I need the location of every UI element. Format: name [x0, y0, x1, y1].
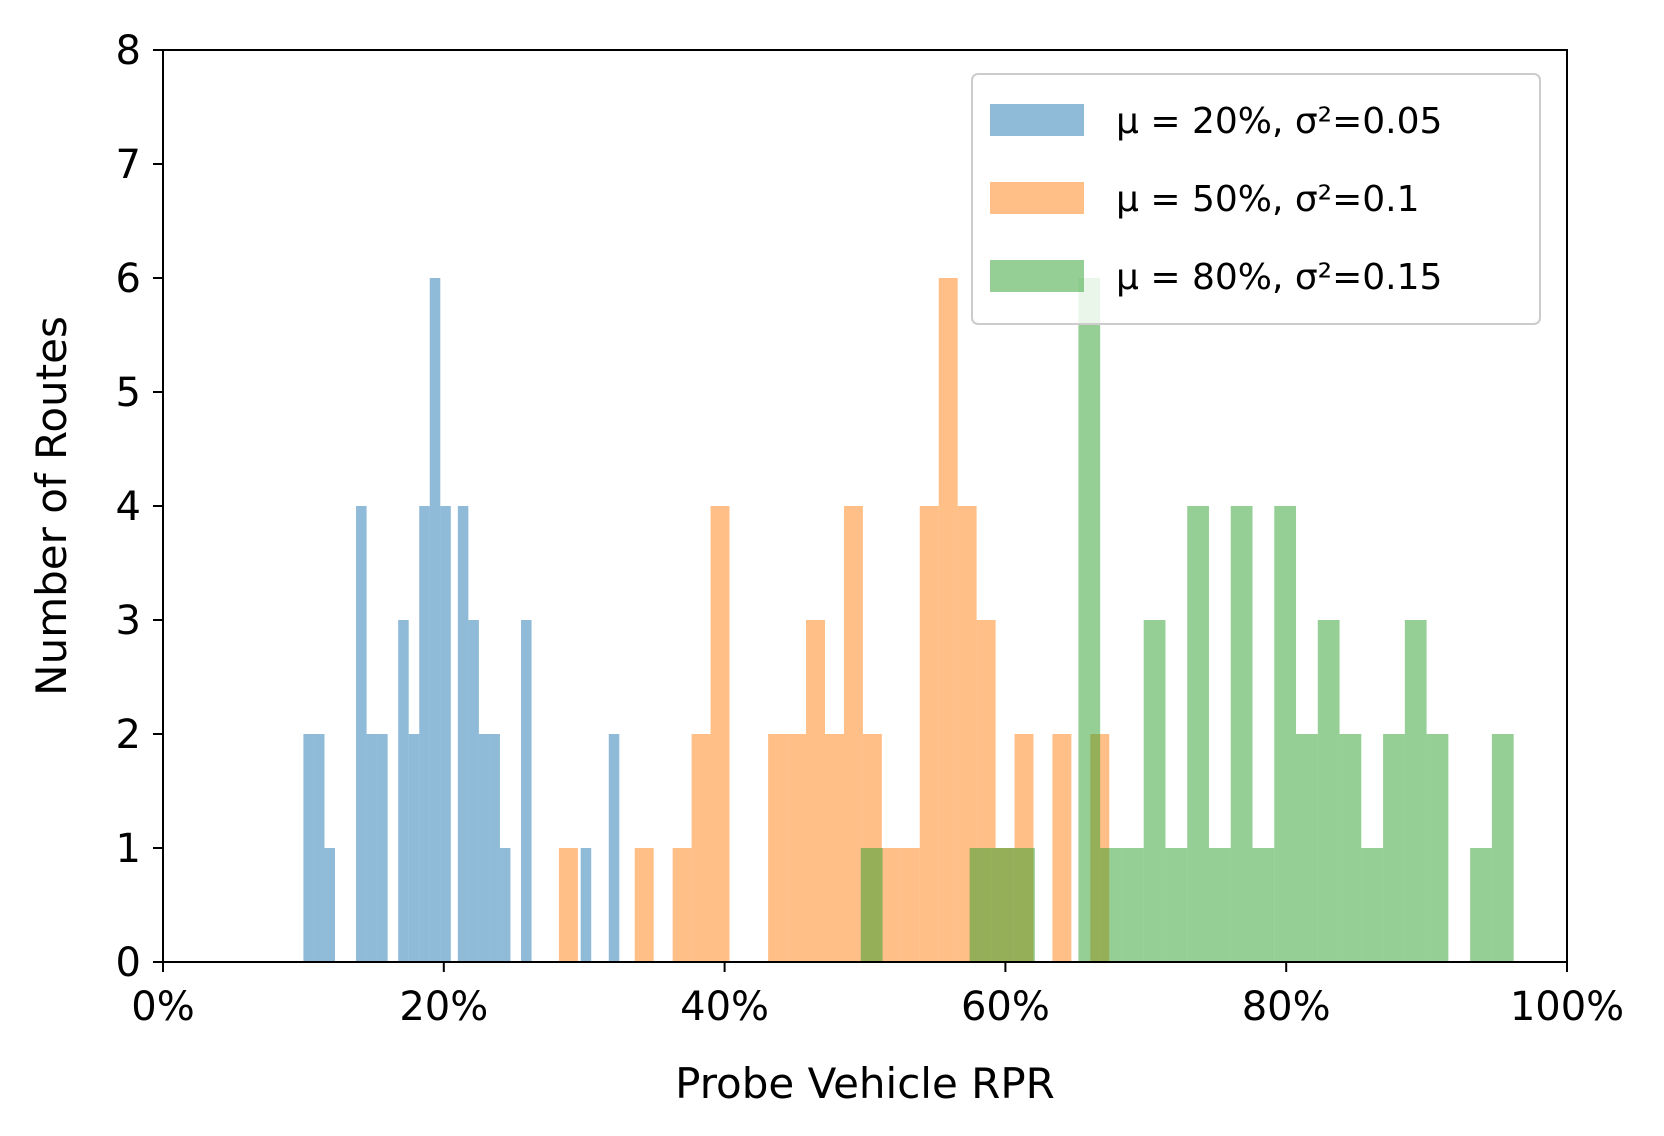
x-axis-title: Probe Vehicle RPR: [675, 1059, 1055, 1108]
bar-s2-13: [900, 848, 920, 962]
y-tick-label: 6: [116, 256, 141, 302]
bar-s1-2: [313, 734, 325, 962]
bar-s3-20: [1404, 620, 1427, 962]
bar-s1-1: [303, 734, 314, 962]
bar-s3-16: [1317, 620, 1340, 962]
y-tick-label: 0: [116, 940, 141, 986]
legend-swatch-3: [990, 260, 1084, 292]
bar-s1-17: [521, 620, 532, 962]
bar-s1-3: [324, 848, 335, 962]
bar-s2-8: [806, 620, 825, 962]
bar-s3-14: [1274, 506, 1297, 962]
legend-swatch-1: [990, 104, 1084, 136]
y-axis: 0 1 2 3 4 5 6 7 8: [116, 28, 163, 986]
x-tick-label: 60%: [961, 984, 1050, 1030]
bar-s1-19: [608, 734, 620, 962]
bar-s2-1: [558, 848, 578, 962]
bar-s1-6: [377, 734, 388, 962]
legend-label-1: μ = 20%, σ²=0.05: [1116, 101, 1442, 142]
bar-s3-6: [1100, 848, 1122, 962]
legend: μ = 20%, σ²=0.05 μ = 50%, σ²=0.1 μ = 80%, …: [971, 73, 1541, 325]
y-tick-label: 5: [116, 370, 141, 416]
bar-s1-4: [356, 506, 367, 962]
bar-s3-21: [1426, 734, 1449, 962]
legend-swatch-2: [990, 182, 1084, 214]
bar-s2-3: [672, 848, 692, 962]
bar-s3-1: [860, 848, 883, 962]
bar-s2-4: [691, 734, 711, 962]
bar-s1-18: [580, 848, 592, 962]
x-tick-label: 40%: [680, 984, 769, 1030]
bar-s2-12: [881, 848, 901, 962]
bar-s3-10: [1187, 506, 1209, 962]
bar-s1-14: [478, 734, 490, 962]
bar-s3-18: [1361, 848, 1384, 962]
legend-box: [971, 73, 1541, 325]
y-tick-label: 2: [116, 712, 141, 758]
bar-s3-9: [1165, 848, 1188, 962]
y-tick-label: 4: [116, 484, 141, 530]
x-tick-label: 100%: [1510, 984, 1624, 1030]
y-tick-label: 8: [116, 28, 141, 74]
legend-label-2: μ = 50%, σ²=0.1: [1116, 179, 1420, 220]
y-axis-title: Number of Routes: [27, 316, 76, 696]
bar-s3-22: [1470, 848, 1492, 962]
series-1-bars: [303, 278, 620, 962]
bar-s1-15: [489, 734, 500, 962]
bar-s3-19: [1383, 734, 1405, 962]
bar-s1-10: [429, 278, 441, 962]
bar-s1-16: [499, 848, 511, 962]
bar-s3-13: [1252, 848, 1275, 962]
legend-label-3: μ = 80%, σ²=0.15: [1116, 257, 1442, 298]
bar-s2-7: [787, 734, 807, 962]
bar-s1-13: [468, 620, 479, 962]
y-tick-label: 1: [116, 826, 141, 872]
bar-s2-9: [824, 734, 844, 962]
bar-s3-4: [1013, 848, 1035, 962]
bar-s3-23: [1491, 734, 1514, 962]
bar-s3-7: [1121, 848, 1144, 962]
bar-s1-9: [419, 506, 430, 962]
bars-layer: [303, 278, 1514, 962]
bar-s1-5: [366, 734, 378, 962]
x-tick-label: 80%: [1242, 984, 1331, 1030]
bar-s3-3: [991, 848, 1014, 962]
y-tick-label: 3: [116, 598, 141, 644]
bar-s3-2: [969, 848, 992, 962]
x-tick-label: 20%: [399, 984, 488, 1030]
x-axis: 0% 20% 40% 60% 80% 100%: [131, 962, 1624, 1030]
bar-s1-8: [408, 734, 420, 962]
bar-s2-10: [843, 506, 863, 962]
bar-s3-11: [1208, 848, 1231, 962]
bar-s3-15: [1296, 734, 1318, 962]
bar-s3-17: [1339, 734, 1362, 962]
bar-s1-7: [398, 620, 409, 962]
bar-s3-8: [1143, 620, 1166, 962]
bar-s1-11: [440, 506, 451, 962]
bar-s2-14: [919, 506, 939, 962]
bar-s3-12: [1230, 506, 1253, 962]
x-tick-label: 0%: [131, 984, 194, 1030]
bar-s2-5: [710, 506, 730, 962]
bar-s1-12: [457, 506, 469, 962]
bar-s2-6: [768, 734, 788, 962]
series-3-bars: [860, 278, 1514, 962]
bar-s3-5: [1078, 278, 1101, 962]
bar-s2-15: [938, 278, 958, 962]
bar-s2-20: [1052, 734, 1072, 962]
bar-s2-2: [634, 848, 654, 962]
y-tick-label: 7: [116, 142, 141, 188]
